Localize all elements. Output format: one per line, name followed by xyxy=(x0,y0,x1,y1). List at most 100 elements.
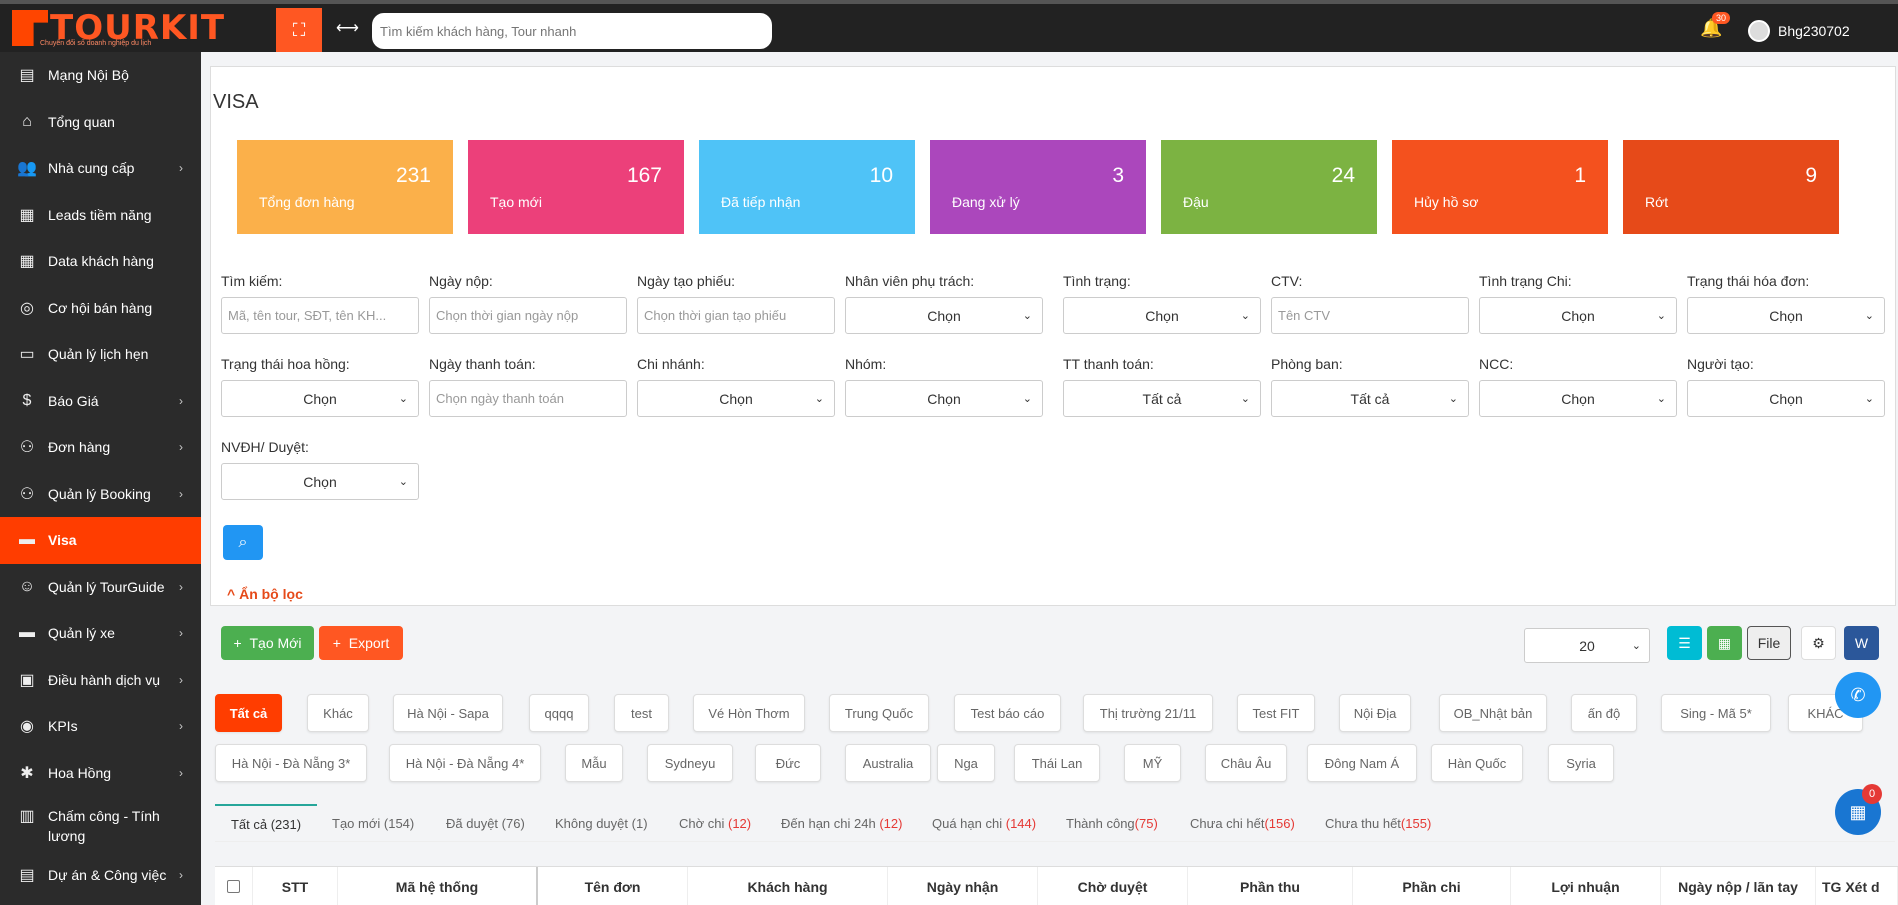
column-header[interactable]: Khách hàng xyxy=(688,867,888,905)
stat-card-cancelled[interactable]: 1 Hủy hồ sơ xyxy=(1392,140,1608,234)
sidebar-item-hoa-hong[interactable]: ✱ Hoa Hồng › xyxy=(0,750,201,797)
tab-rejected[interactable]: Không duyệt (1) xyxy=(555,804,648,842)
ncc-select[interactable]: Chọn ⌄ xyxy=(1479,380,1677,417)
stat-card-failed[interactable]: 9 Rớt xyxy=(1623,140,1839,234)
tag-item[interactable]: Sing - Mã 5* xyxy=(1661,694,1771,732)
column-header[interactable]: Lợi nhuận xyxy=(1511,867,1661,905)
call-button[interactable]: ✆ xyxy=(1835,672,1881,718)
column-header[interactable]: Tên đơn xyxy=(538,867,688,905)
swap-icon[interactable]: ⟷ xyxy=(336,20,359,37)
sidebar-item-don-hang[interactable]: ⚇ Đơn hàng › xyxy=(0,424,201,471)
page-size-select[interactable]: 20 ⌄ xyxy=(1524,628,1650,663)
tag-item[interactable]: Hà Nội - Đà Nẵng 3* xyxy=(215,744,367,782)
group-select[interactable]: Chọn ⌄ xyxy=(845,380,1043,417)
tab-success[interactable]: Thành công (75) xyxy=(1066,804,1158,842)
sidebar-item-co-hoi[interactable]: ◎ Cơ hội bán hàng xyxy=(0,285,201,332)
created-date-input[interactable]: Chọn thời gian tạo phiếu xyxy=(637,297,835,334)
sidebar-item-xe[interactable]: ▬ Quản lý xe › xyxy=(0,610,201,657)
tag-item[interactable]: Khác xyxy=(307,694,369,732)
sidebar-item-booking[interactable]: ⚇ Quản lý Booking › xyxy=(0,471,201,518)
stat-card-new[interactable]: 167 Tạo mới xyxy=(468,140,684,234)
stat-card-processing[interactable]: 3 Đang xử lý xyxy=(930,140,1146,234)
settings-button[interactable]: ⚙ xyxy=(1801,626,1836,660)
commission-select[interactable]: Chọn ⌄ xyxy=(221,380,419,417)
submit-date-input[interactable]: Chọn thời gian ngày nộp xyxy=(429,297,627,334)
column-header[interactable]: Phần thu xyxy=(1188,867,1353,905)
search-input[interactable]: Mã, tên tour, SĐT, tên KH... xyxy=(221,297,419,334)
column-header[interactable]: STT xyxy=(253,867,338,905)
tag-all[interactable]: Tất cả xyxy=(215,694,282,732)
calendar-view-button[interactable]: ▦ xyxy=(1707,626,1742,660)
column-header[interactable]: Ngày nộp / lãn tay xyxy=(1661,867,1816,905)
tag-item[interactable]: Test báo cáo xyxy=(954,694,1061,732)
invoice-status-select[interactable]: Chọn ⌄ xyxy=(1687,297,1885,334)
logo[interactable]: TOURKIT xyxy=(12,8,225,48)
sidebar-item-lich-hen[interactable]: ▭ Quản lý lịch hẹn xyxy=(0,331,201,378)
file-button[interactable]: File xyxy=(1747,626,1791,660)
hide-filter-toggle[interactable]: ^ Ẩn bộ lọc xyxy=(227,586,303,602)
sidebar-item-leads[interactable]: ▦ Leads tiềm năng xyxy=(0,192,201,239)
ctv-input[interactable]: Tên CTV xyxy=(1271,297,1469,334)
department-select[interactable]: Tất cả ⌄ xyxy=(1271,380,1469,417)
tag-item[interactable]: Nội Địa xyxy=(1339,694,1411,732)
tag-item[interactable]: Thị trường 21/11 xyxy=(1083,694,1213,732)
column-header[interactable]: TG Xét d xyxy=(1816,867,1898,905)
expense-status-select[interactable]: Chọn ⌄ xyxy=(1479,297,1677,334)
tag-item[interactable]: test xyxy=(614,694,669,732)
sidebar-item-mang-noi-bo[interactable]: ▤ Mạng Nội Bộ xyxy=(0,52,201,99)
search-button[interactable]: ⌕ xyxy=(223,525,263,560)
column-header[interactable]: Phần chi xyxy=(1353,867,1511,905)
tab-pending-expense[interactable]: Chờ chi (12) xyxy=(679,804,751,842)
tab-due-24h[interactable]: Đến hạn chi 24h (12) xyxy=(781,804,902,842)
creator-select[interactable]: Chọn ⌄ xyxy=(1687,380,1885,417)
sidebar-item-cham-cong[interactable]: ▥ Chấm công - Tính lương xyxy=(0,796,201,852)
sidebar-item-kpis[interactable]: ◉ KPIs › xyxy=(0,703,201,750)
tab-new[interactable]: Tạo mới (154) xyxy=(332,804,414,842)
tag-item[interactable]: Hàn Quốc xyxy=(1431,744,1523,782)
tag-item[interactable]: ấn độ xyxy=(1571,694,1637,732)
tab-all[interactable]: Tất cả (231) xyxy=(215,804,317,842)
tag-item[interactable]: Nga xyxy=(937,744,995,782)
tag-item[interactable]: Sydneyu xyxy=(647,744,733,782)
sidebar-item-nha-cung-cap[interactable]: 👥 Nhà cung cấp › xyxy=(0,145,201,192)
column-header[interactable]: Mã hệ thống xyxy=(338,867,538,905)
column-header[interactable]: Chờ duyệt xyxy=(1038,867,1188,905)
staff-select[interactable]: Chọn ⌄ xyxy=(845,297,1043,334)
column-header[interactable]: Ngày nhận xyxy=(888,867,1038,905)
sidebar-item-visa[interactable]: ▬ Visa xyxy=(0,517,201,564)
stat-card-total[interactable]: 231 Tổng đơn hàng xyxy=(237,140,453,234)
tab-approved[interactable]: Đã duyệt (76) xyxy=(446,804,525,842)
quick-search[interactable] xyxy=(372,13,772,49)
tab-not-fully-paid[interactable]: Chưa chi hết (156) xyxy=(1190,804,1295,842)
tag-item[interactable]: Trung Quốc xyxy=(829,694,929,732)
tag-item[interactable]: Hà Nội - Đà Nẵng 4* xyxy=(389,744,541,782)
tag-item[interactable]: Mẫu xyxy=(565,744,623,782)
tab-overdue[interactable]: Quá hạn chi (144) xyxy=(932,804,1036,842)
tab-not-fully-collected[interactable]: Chưa thu hết (155) xyxy=(1325,804,1431,842)
tag-item[interactable]: Vé Hòn Thơm xyxy=(693,694,805,732)
sidebar-item-dieu-hanh[interactable]: ▣ Điều hành dịch vụ › xyxy=(0,657,201,704)
tag-item[interactable]: Thái Lan xyxy=(1014,744,1100,782)
sidebar-item-tong-quan[interactable]: ⌂ Tổng quan xyxy=(0,99,201,146)
approver-select[interactable]: Chọn ⌄ xyxy=(221,463,419,500)
sidebar-item-du-an[interactable]: ▤ Dự án & Công việc › xyxy=(0,852,201,899)
sidebar-item-bao-gia[interactable]: $ Báo Giá › xyxy=(0,378,201,425)
tag-item[interactable]: qqqq xyxy=(529,694,589,732)
sidebar-item-tourguide[interactable]: ☺ Quản lý TourGuide › xyxy=(0,564,201,611)
stat-card-received[interactable]: 10 Đã tiếp nhận xyxy=(699,140,915,234)
tag-item[interactable]: Châu Âu xyxy=(1205,744,1287,782)
word-export-button[interactable]: W xyxy=(1844,626,1879,660)
tag-item[interactable]: MỸ xyxy=(1124,744,1181,782)
sidebar-item-data-khach-hang[interactable]: ▦ Data khách hàng xyxy=(0,238,201,285)
tag-item[interactable]: Đông Nam Á xyxy=(1307,744,1417,782)
tag-item[interactable]: Syria xyxy=(1548,744,1614,782)
tag-item[interactable]: Australia xyxy=(845,744,931,782)
user-menu[interactable]: Bhg230702 xyxy=(1748,20,1850,42)
tag-item[interactable]: Đức xyxy=(755,744,821,782)
tag-item[interactable]: Hà Nội - Sapa xyxy=(393,694,503,732)
create-new-button[interactable]: + Tạo Mới xyxy=(221,626,314,660)
payment-date-input[interactable]: Chọn ngày thanh toán xyxy=(429,380,627,417)
tag-item[interactable]: OB_Nhật bản xyxy=(1439,694,1547,732)
list-view-button[interactable]: ☰ xyxy=(1667,626,1702,660)
stat-card-passed[interactable]: 24 Đậu xyxy=(1161,140,1377,234)
